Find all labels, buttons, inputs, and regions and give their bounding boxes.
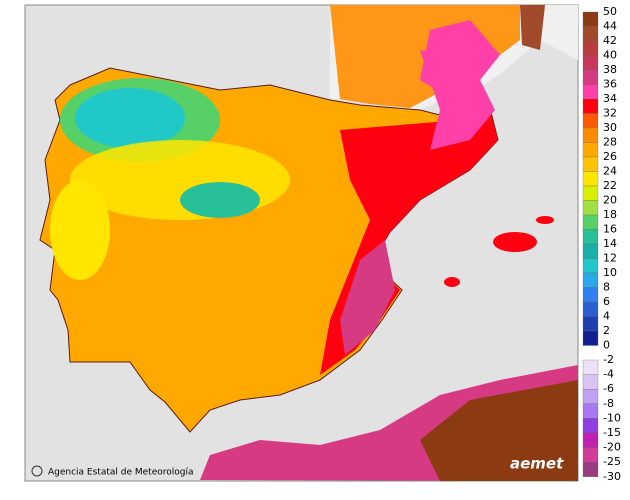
legend-label: 2 bbox=[603, 324, 610, 337]
legend-swatch bbox=[582, 84, 599, 100]
legend-swatch bbox=[582, 389, 599, 404]
legend-label: 32 bbox=[603, 107, 617, 120]
legend-label: 8 bbox=[603, 281, 610, 294]
legend-swatch bbox=[582, 316, 599, 332]
legend-label: -15 bbox=[603, 426, 621, 439]
legend-swatch bbox=[582, 462, 599, 477]
legend-label: 20 bbox=[603, 194, 617, 207]
legend-label: 16 bbox=[603, 223, 617, 236]
legend-swatch bbox=[582, 447, 599, 463]
legend-swatch bbox=[582, 359, 599, 375]
legend-label: 28 bbox=[603, 136, 617, 149]
legend-label: 26 bbox=[603, 150, 617, 163]
legend-swatch bbox=[582, 301, 599, 317]
legend-swatch bbox=[582, 26, 599, 42]
legend-swatch bbox=[582, 156, 599, 172]
copyright-icon bbox=[31, 465, 43, 477]
mallorca bbox=[493, 232, 537, 252]
credit: Agencia Estatal de Meteorología bbox=[48, 468, 194, 478]
legend-label: -10 bbox=[603, 411, 621, 424]
legend-label: 10 bbox=[603, 266, 617, 279]
legend-label: -6 bbox=[603, 382, 614, 395]
legend-label: 38 bbox=[603, 63, 617, 76]
legend-label: 36 bbox=[603, 78, 617, 91]
legend-swatch bbox=[582, 243, 599, 259]
logo: aemet bbox=[510, 455, 564, 473]
legend-label: -30 bbox=[603, 470, 621, 483]
legend-label: 42 bbox=[603, 34, 617, 47]
legend-label: 4 bbox=[603, 310, 610, 323]
legend-swatch bbox=[582, 272, 599, 288]
legend-swatch bbox=[582, 287, 599, 303]
legend-swatch bbox=[582, 403, 599, 419]
legend-swatch bbox=[582, 55, 599, 71]
legend-swatch bbox=[582, 40, 599, 56]
sierra bbox=[180, 182, 260, 218]
legend-swatch bbox=[582, 98, 599, 114]
legend-swatch bbox=[582, 258, 599, 274]
legend-label: -20 bbox=[603, 441, 621, 454]
legend-label: 44 bbox=[603, 20, 617, 33]
legend-label: -8 bbox=[603, 397, 614, 410]
legend-swatch bbox=[582, 418, 599, 434]
north-cold bbox=[75, 88, 185, 148]
alps bbox=[520, 5, 545, 50]
legend-swatch bbox=[582, 171, 599, 187]
legend-swatch bbox=[582, 142, 599, 158]
legend-swatch bbox=[582, 214, 599, 230]
legend-label: 24 bbox=[603, 165, 617, 178]
legend-swatch bbox=[582, 200, 599, 216]
legend-swatch bbox=[582, 432, 599, 448]
legend-swatch bbox=[582, 229, 599, 245]
legend-swatch bbox=[582, 374, 599, 390]
legend-swatch bbox=[582, 11, 599, 27]
portugal bbox=[50, 180, 110, 280]
legend-swatch bbox=[582, 69, 599, 85]
legend-label: 40 bbox=[603, 49, 617, 62]
ibiza bbox=[444, 277, 460, 287]
legend-label: 30 bbox=[603, 121, 617, 134]
murcia bbox=[340, 240, 395, 355]
legend-label: -4 bbox=[603, 368, 614, 381]
legend-label: 14 bbox=[603, 237, 617, 250]
legend-swatch bbox=[582, 127, 599, 143]
legend-label: 12 bbox=[603, 252, 617, 265]
legend-label: -2 bbox=[603, 353, 614, 366]
legend-label: 18 bbox=[603, 208, 617, 221]
legend-swatch bbox=[582, 185, 599, 201]
ebro bbox=[420, 50, 495, 150]
africa-hot bbox=[420, 380, 578, 481]
legend-label: 50 bbox=[603, 5, 617, 18]
legend-label: -25 bbox=[603, 455, 621, 468]
legend-label: 0 bbox=[603, 339, 610, 352]
legend-label: 34 bbox=[603, 92, 617, 105]
legend-swatch bbox=[582, 330, 599, 346]
legend-label: 6 bbox=[603, 295, 610, 308]
legend-label: 22 bbox=[603, 179, 617, 192]
menorca bbox=[536, 216, 554, 224]
legend-swatch bbox=[582, 113, 599, 129]
